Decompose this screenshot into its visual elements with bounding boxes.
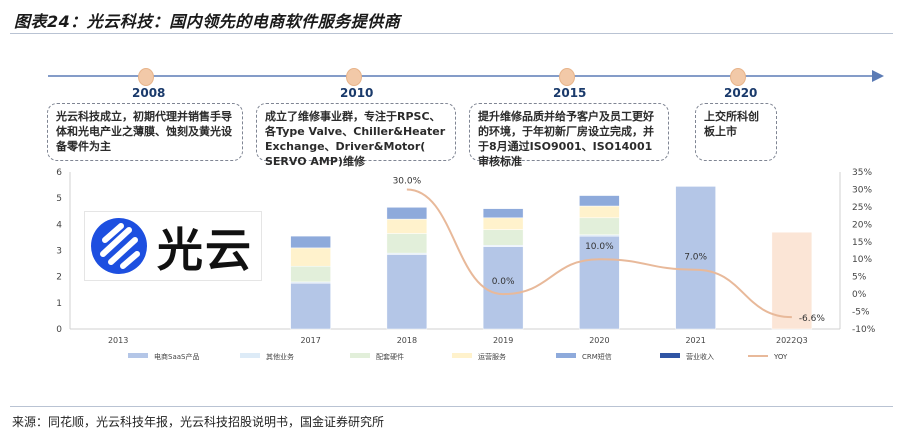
yoy-data-label: 0.0% (492, 277, 515, 287)
y-tick-label: 2 (56, 273, 62, 283)
y-tick-label: 0 (56, 325, 62, 335)
bar-segment (579, 235, 620, 330)
y-tick-label: 6 (56, 168, 62, 178)
x-tick-label: 2018 (397, 336, 417, 345)
timeline-dot-2020 (730, 68, 746, 86)
timeline-arrow-icon (872, 70, 884, 82)
bar-segment (290, 265, 331, 283)
yoy-data-label: 10.0% (585, 242, 614, 252)
timeline-text-2008: 光云科技成立，初期代理并销售手导体和光电产业之薄膜、蚀刻及黄光设备零件为主 (47, 103, 243, 161)
bar-segment (290, 235, 331, 249)
y2-tick-label: 0% (852, 290, 867, 300)
legend-swatch (128, 353, 148, 358)
x-tick-label: 2020 (589, 336, 609, 345)
y2-tick-label: 5% (852, 273, 867, 283)
bar-segment (579, 205, 620, 219)
bar-segment (579, 217, 620, 236)
legend-label: 运营服务 (478, 352, 506, 361)
title-rule (10, 33, 893, 34)
legend-label: YOY (773, 353, 788, 361)
timeline-text-2015: 提升维修品质并给予客户及员工更好的环境，于年初新厂房设立完成，并于8月通过ISO… (469, 103, 669, 168)
legend-label: 其他业务 (266, 352, 294, 361)
y-tick-label: 3 (56, 247, 62, 257)
bar-segment (290, 282, 331, 330)
yoy-data-label: 30.0% (393, 176, 422, 186)
bar-segment (482, 229, 524, 246)
timeline-text-2020: 上交所科创板上市 (695, 103, 777, 161)
timeline-dot-2015 (559, 68, 575, 86)
yoy-data-label: 7.0% (684, 253, 707, 263)
y2-tick-label: -10% (852, 325, 876, 335)
source-note: 来源：同花顺，光云科技年报，光云科技招股说明书，国金证券研究所 (12, 415, 385, 429)
timeline-year-2015: 2015 (553, 86, 587, 100)
y-tick-label: 1 (56, 299, 62, 309)
x-tick-label: 2021 (685, 336, 705, 345)
bar-segment (675, 186, 716, 330)
legend-swatch (660, 353, 680, 358)
yoy-data-label: -6.6% (799, 314, 826, 324)
bar-segment (386, 207, 428, 220)
bar-segment (482, 217, 524, 230)
legend-swatch (240, 353, 260, 358)
bar-segment (386, 233, 428, 254)
legend-swatch (452, 353, 472, 358)
bar-segment (290, 247, 331, 267)
yoy-line (406, 188, 792, 319)
y2-tick-label: 15% (852, 238, 872, 248)
timeline-year-2020: 2020 (724, 86, 758, 100)
y2-tick-label: -5% (852, 308, 870, 318)
y2-tick-label: 20% (852, 220, 872, 230)
y2-tick-label: 30% (852, 185, 872, 195)
source-rule (10, 406, 893, 407)
revenue-chart: 0 1 2 3 4 5 6 -10% -5% 0% 5% 10% 15% 20% 25% 30% 35% 2013… (56, 168, 876, 361)
bar-segment (482, 246, 524, 330)
figure-title: 图表24：光云科技：国内领先的电商软件服务提供商 (14, 12, 401, 31)
legend-label: 营业收入 (686, 352, 714, 361)
legend-label: 电商SaaS产品 (154, 352, 199, 361)
legend-swatch (556, 353, 576, 358)
timeline-year-2008: 2008 (132, 86, 166, 100)
y2-tick-label: 35% (852, 168, 872, 178)
y2-tick-label: 25% (852, 203, 872, 213)
legend-label: CRM短信 (582, 352, 612, 361)
bar-segment (386, 218, 428, 234)
y2-tick-label: 10% (852, 255, 872, 265)
timeline-text-2010: 成立了维修事业群，专注于RPSC、各Type Valve、Chiller&Hea… (256, 103, 456, 168)
company-logo: 光云 (84, 211, 262, 281)
legend-label: 配套硬件 (376, 352, 404, 361)
x-tick-label: 2017 (300, 336, 320, 345)
timeline-dot-2010 (346, 68, 362, 86)
legend-swatch (350, 353, 370, 358)
y-tick-label: 4 (56, 220, 62, 230)
timeline-dot-2008 (138, 68, 154, 86)
x-tick-label: 2022Q3 (776, 336, 808, 345)
logo-text: 光云 (157, 223, 253, 277)
bar-segment (771, 231, 813, 330)
logo-stripes-icon (100, 223, 140, 269)
bar-segment (386, 254, 428, 330)
bar-segment (579, 195, 620, 207)
bar-segment (482, 208, 524, 219)
x-tick-label: 2019 (493, 336, 513, 345)
x-tick-label: 2013 (108, 336, 128, 345)
logo-mark-icon (91, 218, 147, 274)
timeline-year-2010: 2010 (340, 86, 374, 100)
y-tick-label: 5 (56, 194, 62, 204)
